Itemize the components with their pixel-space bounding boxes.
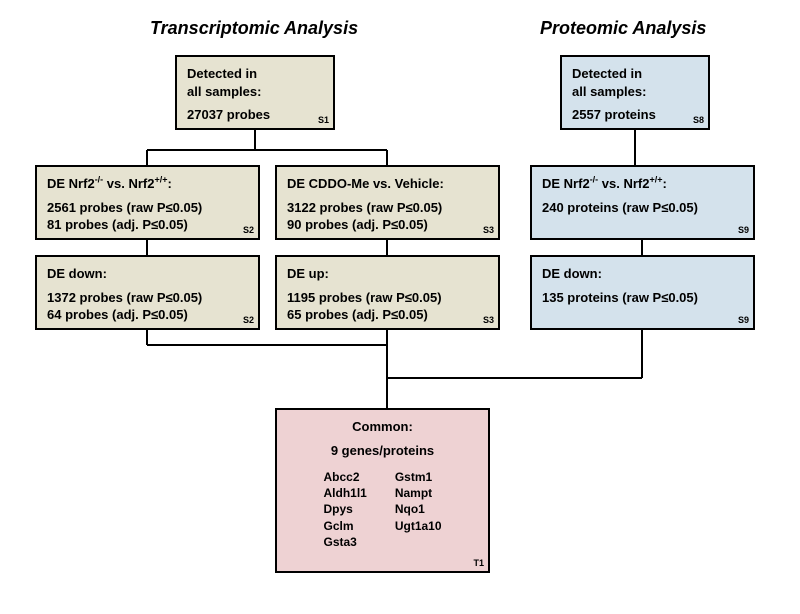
box-s3b: DE up: 1195 probes (raw P≤0.05) 65 probe… — [275, 255, 500, 330]
gene: Gsta3 — [323, 534, 366, 550]
line: 1195 probes (raw P≤0.05) — [287, 289, 488, 307]
gene: Gstm1 — [395, 469, 442, 485]
box-s2a: DE Nrf2-/- vs. Nrf2+/+: 2561 probes (raw… — [35, 165, 260, 240]
box-s9a: DE Nrf2-/- vs. Nrf2+/+: 240 proteins (ra… — [530, 165, 755, 240]
box-tag: S2 — [243, 224, 254, 236]
box-tag: S8 — [693, 114, 704, 126]
line: 135 proteins (raw P≤0.05) — [542, 289, 743, 307]
box-tag: S1 — [318, 114, 329, 126]
title: DE CDDO-Me vs. Vehicle: — [287, 175, 488, 193]
line: 3122 probes (raw P≤0.05) — [287, 199, 488, 217]
value: 2557 proteins — [572, 106, 698, 124]
box-s1: Detected in all samples: 27037 probes S1 — [175, 55, 335, 130]
box-tag: S9 — [738, 224, 749, 236]
line: 81 probes (adj. P≤0.05) — [47, 216, 248, 234]
title: Common: — [287, 418, 478, 436]
box-s8: Detected in all samples: 2557 proteins S… — [560, 55, 710, 130]
title: DE down: — [542, 265, 743, 283]
line: Detected in — [187, 65, 323, 83]
box-s9b: DE down: 135 proteins (raw P≤0.05) S9 — [530, 255, 755, 330]
box-tag: T1 — [473, 557, 484, 569]
subtitle: 9 genes/proteins — [287, 442, 478, 460]
heading-text: Proteomic Analysis — [540, 18, 706, 38]
gene: Ugt1a10 — [395, 518, 442, 534]
gene: Abcc2 — [323, 469, 366, 485]
gene: Nqo1 — [395, 501, 442, 517]
box-common: Common: 9 genes/proteins Abcc2 Aldh1l1 D… — [275, 408, 490, 573]
gene: Nampt — [395, 485, 442, 501]
heading-proteomic: Proteomic Analysis — [540, 18, 706, 39]
gene-col-2: Gstm1 Nampt Nqo1 Ugt1a10 — [395, 469, 442, 550]
heading-transcriptomic: Transcriptomic Analysis — [150, 18, 358, 39]
title: DE down: — [47, 265, 248, 283]
box-tag: S9 — [738, 314, 749, 326]
line: 2561 probes (raw P≤0.05) — [47, 199, 248, 217]
title: DE Nrf2-/- vs. Nrf2+/+: — [47, 175, 248, 193]
gene: Dpys — [323, 501, 366, 517]
box-tag: S3 — [483, 224, 494, 236]
line: 64 probes (adj. P≤0.05) — [47, 306, 248, 324]
line: all samples: — [187, 83, 323, 101]
line: 240 proteins (raw P≤0.05) — [542, 199, 743, 217]
line: Detected in — [572, 65, 698, 83]
title: DE Nrf2-/- vs. Nrf2+/+: — [542, 175, 743, 193]
value: 27037 probes — [187, 106, 323, 124]
line: 65 probes (adj. P≤0.05) — [287, 306, 488, 324]
box-s3a: DE CDDO-Me vs. Vehicle: 3122 probes (raw… — [275, 165, 500, 240]
box-tag: S3 — [483, 314, 494, 326]
gene: Aldh1l1 — [323, 485, 366, 501]
line: all samples: — [572, 83, 698, 101]
line: 90 probes (adj. P≤0.05) — [287, 216, 488, 234]
line: 1372 probes (raw P≤0.05) — [47, 289, 248, 307]
box-tag: S2 — [243, 314, 254, 326]
gene: Gclm — [323, 518, 366, 534]
heading-text: Transcriptomic Analysis — [150, 18, 358, 38]
title: DE up: — [287, 265, 488, 283]
box-s2b: DE down: 1372 probes (raw P≤0.05) 64 pro… — [35, 255, 260, 330]
gene-columns: Abcc2 Aldh1l1 Dpys Gclm Gsta3 Gstm1 Namp… — [287, 469, 478, 550]
gene-col-1: Abcc2 Aldh1l1 Dpys Gclm Gsta3 — [323, 469, 366, 550]
